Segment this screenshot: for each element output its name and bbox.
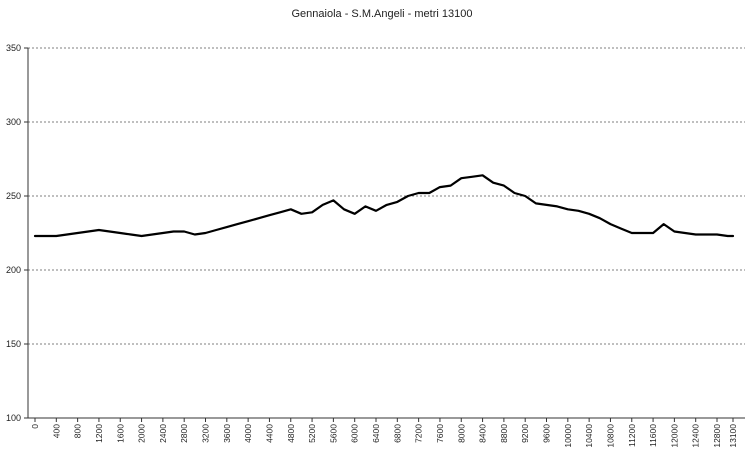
x-tick-label: 1600 bbox=[115, 424, 125, 443]
x-tick-label: 8000 bbox=[456, 424, 466, 443]
x-tick-label: 9600 bbox=[542, 424, 552, 443]
x-tick-label: 10800 bbox=[605, 424, 615, 448]
x-tick-label: 7200 bbox=[414, 424, 424, 443]
x-tick-label: 2000 bbox=[137, 424, 147, 443]
x-tick-label: 7600 bbox=[435, 424, 445, 443]
chart-title: Gennaiola - S.M.Angeli - metri 13100 bbox=[292, 8, 473, 20]
gridlines bbox=[28, 47, 745, 345]
x-tick-label: 10400 bbox=[584, 424, 594, 448]
axes bbox=[24, 47, 745, 422]
x-tick-label: 400 bbox=[51, 424, 61, 438]
x-tick-label: 6800 bbox=[392, 424, 402, 443]
y-tick-label: 250 bbox=[6, 191, 21, 201]
y-tick-label: 150 bbox=[6, 339, 21, 349]
x-tick-label: 3600 bbox=[222, 424, 232, 443]
x-tick-label: 11200 bbox=[627, 424, 637, 447]
x-tick-label: 6400 bbox=[371, 424, 381, 443]
y-tick-label: 350 bbox=[6, 43, 21, 53]
x-tick-label: 4800 bbox=[286, 424, 296, 443]
x-tick-label: 5600 bbox=[328, 424, 338, 443]
x-axis-tick-labels: 0 400 800 1200 1600 2000 2400 2800 3200 3600 4000 4… bbox=[30, 424, 738, 448]
x-tick-label: 10000 bbox=[563, 424, 573, 448]
x-tick-label: 1200 bbox=[94, 424, 104, 443]
x-tick-label: 3200 bbox=[201, 424, 211, 443]
x-tick-label: 8800 bbox=[499, 424, 509, 443]
y-tick-label: 100 bbox=[6, 413, 21, 423]
x-tick-label: 12800 bbox=[712, 424, 722, 448]
y-tick-label: 200 bbox=[6, 265, 21, 275]
x-tick-label: 8400 bbox=[478, 424, 488, 443]
y-tick-label: 300 bbox=[6, 117, 21, 127]
y-axis-tick-labels: 100 150 200 250 300 350 bbox=[6, 43, 21, 423]
x-tick-label: 4400 bbox=[264, 424, 274, 443]
x-tick-label: 5200 bbox=[307, 424, 317, 443]
x-tick-label: 6000 bbox=[350, 424, 360, 443]
x-tick-label: 0 bbox=[30, 424, 40, 429]
x-tick-label: 13100 bbox=[728, 424, 738, 448]
x-tick-label: 12000 bbox=[669, 424, 679, 448]
x-tick-label: 11600 bbox=[648, 424, 658, 447]
x-tick-label: 2800 bbox=[179, 424, 189, 443]
x-tick-label: 800 bbox=[73, 424, 83, 438]
series-line-0 bbox=[33, 174, 735, 238]
x-tick-label: 4000 bbox=[243, 424, 253, 443]
series-layer bbox=[33, 174, 735, 238]
x-tick-label: 2400 bbox=[158, 424, 168, 443]
x-tick-label: 9200 bbox=[520, 424, 530, 443]
x-tick-label: 12400 bbox=[691, 424, 701, 448]
